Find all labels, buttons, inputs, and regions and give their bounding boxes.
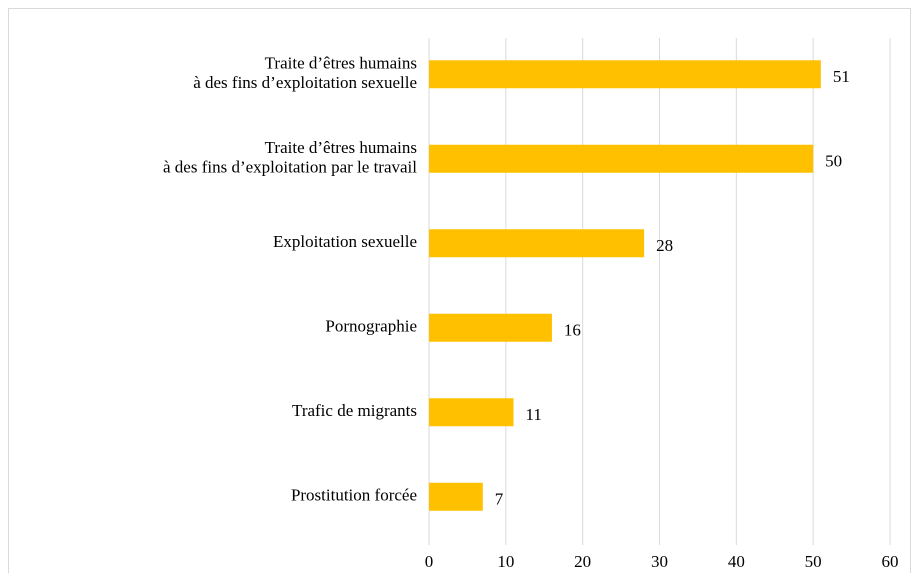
bar: [429, 60, 821, 89]
data-label: 7: [495, 490, 504, 509]
data-label: 50: [825, 152, 842, 171]
x-tick-label: 40: [728, 552, 745, 571]
y-tick-label: Traite d’êtres humains à des fins d’explo…: [163, 138, 417, 177]
x-tick-label: 20: [574, 552, 591, 571]
y-tick-label: Prostitution forcée: [291, 486, 417, 505]
bar: [429, 144, 814, 173]
y-tick-label: Trafic de migrants: [292, 401, 417, 420]
data-label: 16: [564, 321, 581, 340]
bar: [429, 229, 645, 258]
x-tick-label: 60: [882, 552, 899, 571]
x-tick-label: 0: [425, 552, 434, 571]
x-tick-label: 50: [805, 552, 822, 571]
data-label: 28: [656, 236, 673, 255]
data-label: 11: [526, 405, 542, 424]
chart-frame: [8, 8, 911, 573]
x-tick-label: 30: [651, 552, 668, 571]
y-tick-label: Traite d’êtres humains à des fins d’explo…: [193, 53, 417, 92]
y-tick-label: Pornographie: [325, 317, 417, 336]
bar: [429, 398, 514, 427]
bar: [429, 313, 552, 342]
data-label: 51: [833, 67, 850, 86]
bar: [429, 482, 483, 511]
x-tick-label: 10: [497, 552, 514, 571]
y-tick-label: Exploitation sexuelle: [273, 232, 417, 251]
